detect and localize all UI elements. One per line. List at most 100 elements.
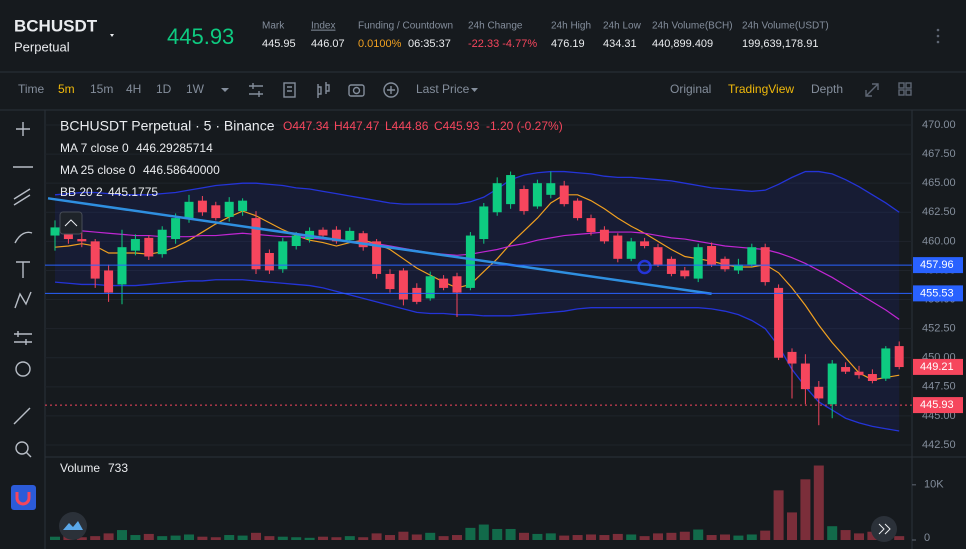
volume-bar [438, 536, 449, 540]
caret[interactable] [110, 34, 114, 37]
time-button[interactable]: Time [18, 82, 45, 96]
stat-value: 440,899.409 [652, 38, 713, 50]
price-label-box [913, 257, 963, 274]
interval-button[interactable]: 4H [126, 82, 141, 96]
interval-button[interactable]: 1W [186, 82, 205, 96]
bb-band [55, 171, 900, 432]
legend-value: 446.58640000 [143, 163, 220, 177]
volume-bar [371, 533, 382, 540]
dropdown[interactable] [221, 88, 229, 92]
candle-body [626, 241, 636, 259]
y-tick-label: 470.00 [922, 119, 956, 131]
volume-bar [679, 531, 690, 540]
candle-body [881, 348, 891, 379]
y-tick-label: 447.50 [922, 381, 956, 393]
y-tick-label: 467.50 [922, 148, 956, 160]
volume-bar [800, 479, 811, 540]
candle-body [841, 367, 851, 372]
volume-bar [224, 535, 235, 540]
volume-bar [264, 536, 275, 540]
collapse-button[interactable] [59, 211, 83, 235]
stat-label: Index [311, 21, 335, 32]
more-icon[interactable] [936, 28, 940, 44]
volume-bar [746, 534, 757, 540]
volume-bar [304, 537, 315, 540]
stat-label: Mark [262, 21, 285, 32]
candle-body [130, 239, 140, 251]
legend-name: BB 20 2 [60, 185, 103, 199]
volume-bar [572, 535, 583, 540]
candle-body [398, 270, 408, 300]
stat-value: 0.0100% [358, 38, 402, 50]
dropdown[interactable] [471, 88, 478, 92]
candle-body [666, 258, 676, 274]
legend-value: 445.1775 [108, 185, 158, 199]
candle-body [372, 241, 382, 274]
ohlc-value: C445.93 [434, 119, 480, 133]
y-tick-label: 465.00 [922, 177, 956, 189]
volume-bar [693, 529, 704, 540]
interval-button[interactable]: 5m [58, 82, 75, 96]
candle-body [104, 270, 114, 293]
view-icons[interactable] [865, 82, 912, 97]
interval-button[interactable]: 1D [156, 82, 172, 96]
candle-body [680, 270, 690, 277]
stat-label: 24h Change [468, 21, 523, 32]
view-tab[interactable]: TradingView [728, 82, 794, 96]
last-price: 445.93 [167, 24, 234, 49]
candle-body [291, 235, 301, 247]
symbol[interactable]: BCHUSDT [14, 16, 98, 35]
candle-body [50, 227, 60, 236]
volume-bar [291, 537, 302, 540]
candle-body [599, 229, 609, 242]
candle-body [465, 235, 475, 288]
volume-bar [90, 536, 101, 540]
stat-value: 446.07 [311, 38, 345, 50]
contract: Perpetual [14, 39, 70, 54]
candle-body [345, 230, 355, 241]
volume-bar [425, 532, 436, 540]
price-mode[interactable]: Last Price [416, 82, 470, 96]
stat-label: 24h Volume(USDT) [742, 21, 829, 32]
candle-body [653, 247, 663, 265]
candle-body [854, 371, 864, 376]
volume-bar [813, 465, 824, 540]
candle-body [144, 237, 154, 257]
logo [59, 512, 87, 540]
view-tab[interactable]: Depth [811, 82, 843, 96]
volume-bar [170, 535, 181, 540]
volume-bar [519, 532, 529, 540]
volume-bar [666, 532, 677, 540]
view-tab[interactable]: Original [670, 82, 711, 96]
candle-body [546, 183, 556, 195]
magnet-tool[interactable] [11, 485, 36, 510]
candle-body [559, 185, 569, 205]
drawing-tools[interactable] [13, 122, 33, 458]
volume-bar [143, 533, 154, 540]
volume-bar [117, 530, 127, 540]
volume-bar [452, 535, 462, 540]
price-label: 455.53 [920, 287, 954, 299]
candle-body [385, 273, 395, 290]
volume-bar [840, 530, 851, 540]
price-label: 445.93 [920, 399, 954, 411]
candle-body [412, 287, 422, 302]
candle-body [586, 218, 596, 233]
candle-body [814, 386, 824, 399]
stat-value: 476.19 [551, 38, 585, 50]
magnet-icon [15, 492, 31, 506]
candle-body [117, 247, 127, 285]
candle-body [573, 200, 583, 219]
price-label-box [913, 358, 963, 375]
y-tick-label: 462.50 [922, 206, 956, 218]
volume-bar [706, 535, 717, 540]
logo-icon [63, 521, 83, 530]
stat-value: 445.95 [262, 38, 296, 50]
y-tick-label: 10K [924, 479, 944, 491]
interval-button[interactable]: 15m [90, 82, 113, 96]
volume-bar [854, 533, 864, 540]
candle-body [157, 229, 167, 255]
y-tick-label: 452.50 [922, 323, 956, 335]
toolbar-icons[interactable] [249, 82, 399, 98]
stat-value: 06:35:37 [408, 38, 451, 50]
